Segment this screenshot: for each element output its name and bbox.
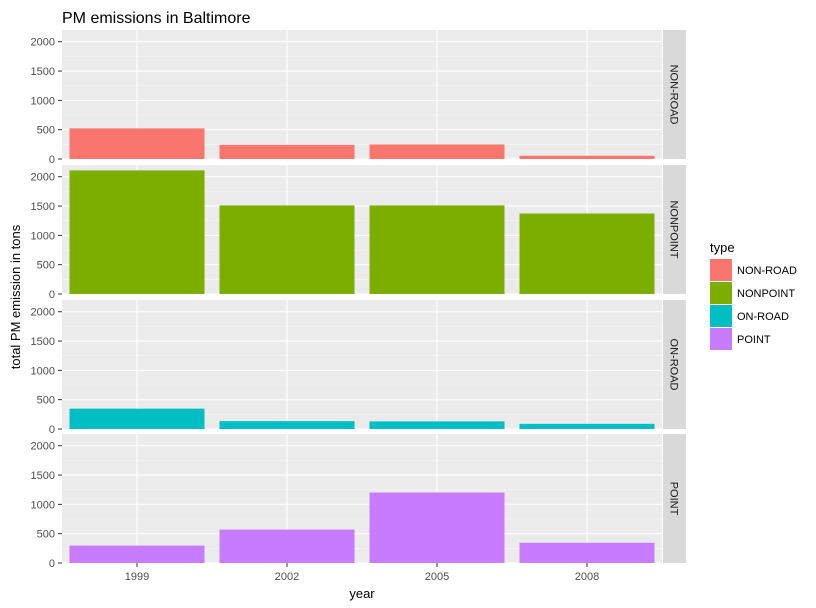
bar-point-1999: [69, 545, 205, 563]
y-tick-label: 2000: [31, 172, 55, 184]
y-tick-label: 1000: [31, 499, 55, 511]
y-tick-label: 1000: [31, 95, 55, 107]
bar-on-road-2005: [369, 421, 505, 429]
x-tick-label: 1999: [125, 571, 149, 583]
bar-point-2005: [369, 492, 505, 563]
facet-strip: [663, 434, 686, 563]
legend: type NON-ROAD NONPOINT ON-ROAD POINT: [710, 240, 797, 350]
y-tick-label: 1000: [31, 365, 55, 377]
facet-strip: [663, 300, 686, 429]
y-tick-label: 1500: [31, 66, 55, 78]
legend-label: POINT: [737, 334, 771, 346]
facet-panel-point: 0 500 1000 1500 2000 POINT: [31, 434, 686, 570]
y-tick-label: 500: [37, 395, 55, 407]
y-tick-label: 500: [37, 260, 55, 272]
y-tick-label: 0: [49, 424, 55, 436]
legend-key-non-road: [710, 259, 732, 281]
facet-panels: 0 500 1000 1500 2000 NON-ROAD 0 500 1000 1500 2000…: [31, 30, 686, 570]
legend-key-point: [710, 328, 732, 350]
y-tick-label: 1500: [31, 201, 55, 213]
legend-label: ON-ROAD: [737, 311, 789, 323]
bar-non-road-2002: [219, 144, 355, 159]
y-tick-label: 0: [49, 558, 55, 570]
x-tick-label: 2008: [575, 571, 599, 583]
y-axis-label: total PM emission in tons: [8, 224, 23, 369]
facet-strip-label: POINT: [668, 482, 680, 516]
bar-on-road-2008: [519, 423, 655, 429]
y-tick-label: 0: [49, 289, 55, 301]
bar-nonpoint-2008: [519, 213, 655, 294]
y-tick-label: 1000: [31, 230, 55, 242]
bar-non-road-1999: [69, 128, 205, 159]
bar-non-road-2005: [369, 144, 505, 159]
y-tick-label: 2000: [31, 441, 55, 453]
facet-panel-non-road: 0 500 1000 1500 2000 NON-ROAD: [31, 30, 686, 166]
facet-panel-on-road: 0 500 1000 1500 2000 ON-ROAD: [31, 300, 686, 436]
legend-title: type: [710, 240, 735, 255]
bar-non-road-2008: [519, 155, 655, 159]
legend-key-on-road: [710, 305, 732, 327]
bar-nonpoint-2002: [219, 205, 355, 294]
bar-on-road-1999: [69, 408, 205, 429]
x-axis-ticks: 1999 2002 2005 2008: [125, 563, 599, 583]
x-tick-label: 2002: [275, 571, 299, 583]
facet-strip: [663, 165, 686, 294]
legend-label: NONPOINT: [737, 288, 795, 300]
y-tick-label: 500: [37, 125, 55, 137]
panel-background: [62, 434, 662, 563]
y-tick-label: 1500: [31, 470, 55, 482]
panel-background: [62, 300, 662, 429]
bar-nonpoint-2005: [369, 205, 505, 294]
y-tick-label: 500: [37, 529, 55, 541]
x-axis-label: year: [349, 586, 375, 601]
chart-title: PM emissions in Baltimore: [62, 10, 251, 27]
bar-on-road-2002: [219, 421, 355, 429]
x-tick-label: 2005: [425, 571, 449, 583]
y-tick-label: 2000: [31, 37, 55, 49]
facet-strip-label: NON-ROAD: [668, 65, 680, 125]
y-tick-label: 0: [49, 154, 55, 166]
facet-strip-label: ON-ROAD: [668, 339, 680, 391]
facet-panel-nonpoint: 0 500 1000 1500 2000 NONPOINT: [31, 165, 686, 301]
facet-strip-label: NONPOINT: [668, 200, 680, 258]
y-tick-label: 1500: [31, 336, 55, 348]
y-tick-label: 2000: [31, 307, 55, 319]
bar-point-2008: [519, 542, 655, 563]
legend-key-nonpoint: [710, 282, 732, 304]
legend-label: NON-ROAD: [737, 265, 797, 277]
facet-strip: [663, 30, 686, 159]
bar-nonpoint-1999: [69, 170, 205, 294]
bar-point-2002: [219, 529, 355, 563]
